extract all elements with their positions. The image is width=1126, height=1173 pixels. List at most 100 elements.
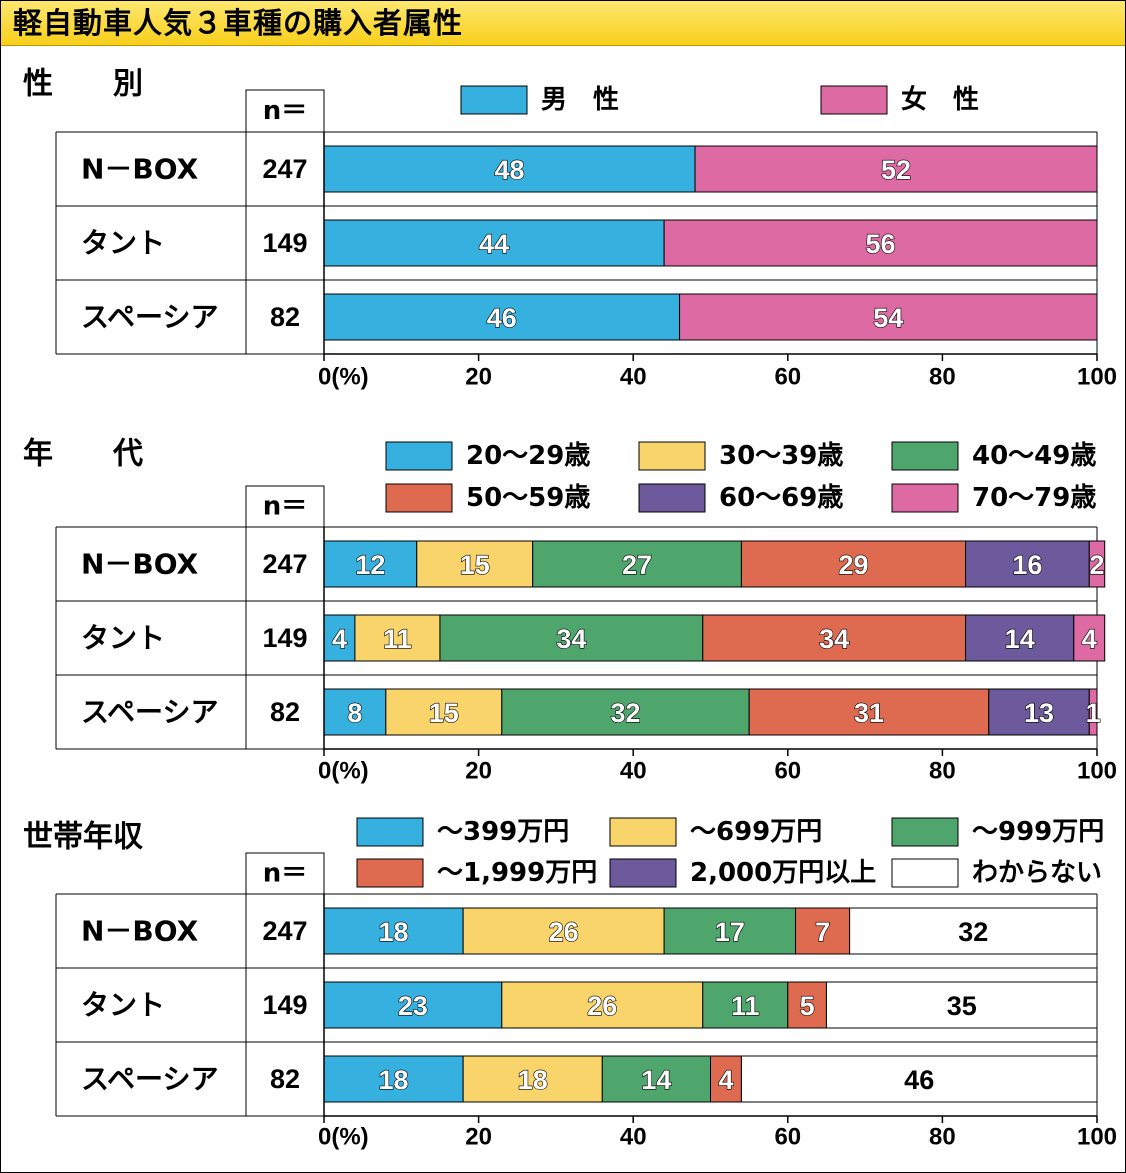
row-label: タント <box>81 989 165 1022</box>
title-bar: 軽自動車人気３車種の購入者属性 <box>1 1 1125 46</box>
bar-segment <box>663 219 1098 267</box>
legend-swatch <box>609 817 677 847</box>
data-label: 7 <box>815 917 830 947</box>
legend-swatch <box>609 858 677 888</box>
legend-label: 50～59歳 <box>466 483 590 513</box>
bar-segment <box>323 688 387 736</box>
data-label: 18 <box>379 917 409 947</box>
x-tick-label: 40 <box>620 758 647 785</box>
bar-segment <box>323 1055 464 1103</box>
section-title: 世帯年収 <box>23 820 144 855</box>
data-label: 26 <box>587 991 617 1021</box>
section-title: 年 代 <box>23 437 143 472</box>
bar-segment <box>694 145 1098 193</box>
legend-swatch <box>891 858 959 888</box>
x-tick-label: 100 <box>1077 364 1117 391</box>
bar-segment <box>323 981 503 1029</box>
bar-segment <box>1073 614 1106 662</box>
legend-label: 30～39歳 <box>719 441 843 471</box>
legend-swatch <box>638 483 706 513</box>
data-label: 35 <box>947 991 977 1021</box>
x-tick-label: 40 <box>620 364 647 391</box>
bar-segment <box>748 688 990 736</box>
x-tick-label: 0(%) <box>318 1124 369 1151</box>
x-tick-label: 20 <box>465 758 492 785</box>
row-n-value: 247 <box>262 549 307 579</box>
data-label: 44 <box>479 229 509 259</box>
bar-segment <box>439 614 704 662</box>
legend-swatch <box>891 483 959 513</box>
row-n-value: 247 <box>262 916 307 946</box>
data-label: 12 <box>355 550 385 580</box>
row-label: N－BOX <box>81 153 199 186</box>
legend-swatch <box>891 817 959 847</box>
row-n-value: 82 <box>270 697 300 727</box>
bar-segment <box>601 1055 712 1103</box>
data-label: 34 <box>556 624 586 654</box>
data-label: 52 <box>881 155 911 185</box>
row-n-value: 82 <box>270 302 300 332</box>
data-label: 46 <box>487 303 517 333</box>
bar-segment <box>965 540 1090 588</box>
data-label: 5 <box>800 991 815 1021</box>
row-label: タント <box>81 622 165 655</box>
legend-swatch <box>356 858 424 888</box>
data-label: 48 <box>494 155 524 185</box>
data-label: 29 <box>838 550 868 580</box>
data-label: 1 <box>1086 698 1101 728</box>
legend-label: ～1,999万円 <box>437 858 597 888</box>
bar-segment <box>323 907 464 955</box>
chart-title: 軽自動車人気３車種の購入者属性 <box>13 6 464 40</box>
x-tick-label: 60 <box>774 364 801 391</box>
section-title: 性 別 <box>23 67 143 102</box>
legend-label: 20～29歳 <box>466 441 590 471</box>
bar-segment <box>323 293 681 341</box>
x-tick-label: 0(%) <box>318 758 369 785</box>
n-header: n＝ <box>263 859 308 889</box>
row-label: N－BOX <box>81 548 199 581</box>
bar-segment <box>787 981 827 1029</box>
x-tick-label: 0(%) <box>318 364 369 391</box>
x-tick-label: 80 <box>929 1124 956 1151</box>
bar-segment <box>1088 540 1106 588</box>
bar-segment <box>740 1055 1098 1103</box>
n-header: n＝ <box>263 492 308 522</box>
data-label: 4 <box>1082 624 1097 654</box>
legend-label: 70～79歳 <box>972 483 1096 513</box>
data-label: 13 <box>1024 698 1054 728</box>
data-label: 26 <box>549 917 579 947</box>
legend-swatch <box>385 441 453 471</box>
bar-segment <box>795 907 851 955</box>
data-label: 17 <box>715 917 745 947</box>
legend-label: 男 性 <box>541 85 619 115</box>
bar-segment <box>710 1055 742 1103</box>
row-label: N－BOX <box>81 915 199 948</box>
data-label: 4 <box>718 1065 733 1095</box>
row-label: スペーシア <box>81 696 218 729</box>
x-tick-label: 100 <box>1077 1124 1117 1151</box>
legend-label: ～399万円 <box>437 817 569 847</box>
data-label: 54 <box>873 303 903 333</box>
bar-segment <box>354 614 441 662</box>
data-label: 14 <box>1005 624 1035 654</box>
bar-segment <box>1088 688 1098 736</box>
bar-segment <box>462 1055 603 1103</box>
data-label: 18 <box>379 1065 409 1095</box>
data-label: 46 <box>904 1065 934 1095</box>
legend-label: わからない <box>972 858 1102 888</box>
row-n-value: 149 <box>262 228 307 258</box>
legend-swatch <box>385 483 453 513</box>
legend-label: 2,000万円以上 <box>690 858 876 888</box>
data-label: 2 <box>1089 550 1104 580</box>
bar-segment <box>462 907 665 955</box>
x-tick-label: 20 <box>465 1124 492 1151</box>
data-label: 34 <box>819 624 849 654</box>
legend-label: 40～49歳 <box>972 441 1096 471</box>
x-tick-label: 80 <box>929 758 956 785</box>
data-label: 32 <box>958 917 988 947</box>
data-label: 11 <box>731 991 760 1021</box>
row-n-value: 82 <box>270 1064 300 1094</box>
data-label: 23 <box>398 991 428 1021</box>
